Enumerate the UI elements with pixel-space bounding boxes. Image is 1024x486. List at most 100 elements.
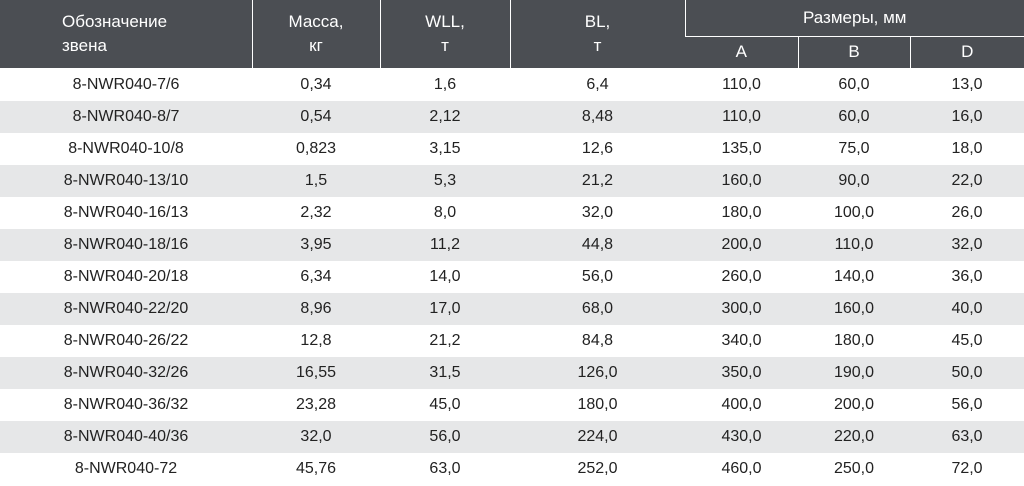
header-text: т <box>593 35 602 55</box>
table-cell: 126,0 <box>510 356 685 389</box>
table-cell: 8-NWR040-22/20 <box>0 292 252 325</box>
table-cell: 12,6 <box>581 139 614 157</box>
table-cell: 45,76 <box>295 459 337 477</box>
table-cell: 8-NWR040-32/26 <box>0 356 252 389</box>
table-cell: 45,0 <box>429 395 461 413</box>
table-cell: 8-NWR040-7/6 <box>72 75 180 93</box>
table-row: 8-NWR040-72 45,76 63,0 252,0 460,0 250,0 72,0 <box>0 453 1024 485</box>
header-text: т <box>441 35 449 55</box>
table-cell: 350,0 <box>685 356 798 389</box>
header-text: звена <box>62 35 107 55</box>
table-cell: 8,96 <box>252 292 380 325</box>
table-cell: 0,34 <box>300 75 332 93</box>
table-cell: 200,0 <box>833 395 875 413</box>
header-cell: D <box>909 36 1024 69</box>
table-cell: 56,0 <box>581 267 614 285</box>
header-text: WLL, <box>425 11 465 31</box>
table-cell: 8-NWR040-10/8 <box>68 139 184 157</box>
table-row: 8-NWR040-13/10 1,5 5,3 21,2 160,0 90,0 22,0 <box>0 164 1024 197</box>
table-cell: 3,15 <box>429 139 461 157</box>
table-cell: 200,0 <box>685 228 798 261</box>
table-cell: 0,823 <box>295 139 337 157</box>
table-cell: 180,0 <box>721 203 762 221</box>
table-cell: 18,0 <box>951 139 983 157</box>
table-cell: 2,12 <box>380 100 510 133</box>
table-cell: 13,0 <box>951 75 983 93</box>
table-cell: 21,2 <box>429 331 461 349</box>
table-cell: 140,0 <box>833 267 875 285</box>
table-cell: 8-NWR040-26/22 <box>63 331 189 349</box>
table-cell: 8,0 <box>433 203 457 221</box>
table-cell: 8-NWR040-18/16 <box>0 228 252 261</box>
table-cell: 32,0 <box>252 420 380 453</box>
table-cell: 40,0 <box>910 292 1024 325</box>
table-row: 8-NWR040-16/13 2,32 8,0 32,0 180,0 100,0 26,0 <box>0 197 1024 229</box>
table-cell: 8-NWR040-20/18 <box>63 267 189 285</box>
table-cell: 8-NWR040-36/32 <box>63 395 189 413</box>
table-cell: 44,8 <box>510 228 685 261</box>
header-cell: Обозначение звена <box>0 0 252 69</box>
table-cell: 84,8 <box>581 331 614 349</box>
table-cell: 110,0 <box>685 100 798 133</box>
header-cell: A <box>685 36 798 69</box>
header-text: Масса, <box>288 11 344 31</box>
table-row: 8-NWR040-32/26 16,55 31,5 126,0 350,0 190,0 50… <box>0 356 1024 389</box>
table-cell: 50,0 <box>910 356 1024 389</box>
table-cell: 68,0 <box>510 292 685 325</box>
table-cell: 16,55 <box>252 356 380 389</box>
table-cell: 72,0 <box>951 459 983 477</box>
table-cell: 56,0 <box>380 420 510 453</box>
header-cell: WLL, т <box>379 0 510 69</box>
table-cell: 23,28 <box>295 395 337 413</box>
table-cell: 8-NWR040-40/36 <box>0 420 252 453</box>
table-cell: 16,0 <box>910 100 1024 133</box>
header-cell: B <box>797 36 910 69</box>
table-cell: 11,2 <box>380 228 510 261</box>
table-cell: 252,0 <box>577 459 618 477</box>
table-cell: 340,0 <box>721 331 762 349</box>
table-row: 8-NWR040-8/7 0,54 2,12 8,48 110,0 60,0 16,0 <box>0 100 1024 133</box>
table-body: 8-NWR040-7/6 0,34 1,6 6,4 110,0 60,0 13,0 8-NWR… <box>0 68 1024 485</box>
table-cell: 400,0 <box>721 395 762 413</box>
table-cell: 3,95 <box>252 228 380 261</box>
table-cell: 32,0 <box>581 203 614 221</box>
header-cell: Размеры, мм <box>684 0 1024 37</box>
table-cell: 180,0 <box>833 331 875 349</box>
header-cell: Масса, кг <box>251 0 380 69</box>
table-cell: 22,0 <box>910 164 1024 197</box>
table-cell: 250,0 <box>833 459 875 477</box>
table-cell: 17,0 <box>380 292 510 325</box>
table-cell: 8-NWR040-8/7 <box>0 100 252 133</box>
table-cell: 8-NWR040-72 <box>74 459 178 477</box>
table-row: 8-NWR040-40/36 32,0 56,0 224,0 430,0 220,0 63,… <box>0 420 1024 453</box>
header-cell: BL, т <box>509 0 685 69</box>
table-cell: 26,0 <box>951 203 983 221</box>
table-cell: 56,0 <box>951 395 983 413</box>
table-cell: 160,0 <box>798 292 910 325</box>
table-row: 8-NWR040-36/32 23,28 45,0 180,0 400,0 200,0 56… <box>0 389 1024 421</box>
table-cell: 36,0 <box>951 267 983 285</box>
table-cell: 220,0 <box>798 420 910 453</box>
table-cell: 31,5 <box>380 356 510 389</box>
table-cell: 1,6 <box>433 75 457 93</box>
table-header: Обозначение звена Масса, кг WLL, т BL, т Раз… <box>0 0 1024 69</box>
header-text: кг <box>309 35 323 55</box>
table-cell: 110,0 <box>722 75 761 93</box>
table-cell: 21,2 <box>510 164 685 197</box>
table-cell: 8,48 <box>510 100 685 133</box>
table-cell: 0,54 <box>252 100 380 133</box>
table-cell: 8-NWR040-13/10 <box>0 164 252 197</box>
table-cell: 100,0 <box>833 203 875 221</box>
table-cell: 300,0 <box>685 292 798 325</box>
header-text: Обозначение <box>62 11 168 31</box>
table-cell: 160,0 <box>685 164 798 197</box>
table-cell: 190,0 <box>798 356 910 389</box>
table-cell: 6,34 <box>300 267 332 285</box>
table-row: 8-NWR040-7/6 0,34 1,6 6,4 110,0 60,0 13,0 <box>0 68 1024 101</box>
table-cell: 45,0 <box>951 331 983 349</box>
table-cell: 60,0 <box>798 100 910 133</box>
table-row: 8-NWR040-22/20 8,96 17,0 68,0 300,0 160,0 40,0 <box>0 292 1024 325</box>
table-cell: 460,0 <box>721 459 762 477</box>
